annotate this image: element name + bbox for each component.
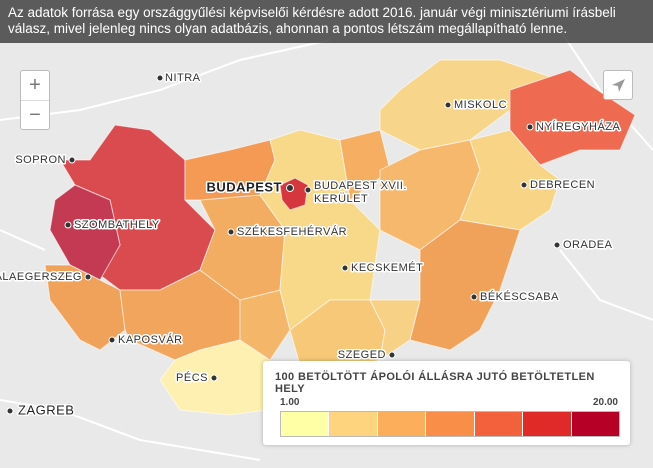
city-dot bbox=[526, 123, 534, 131]
city-label: BUDAPEST XVII. bbox=[314, 180, 407, 192]
city-label: NYÍREGYHÁZA bbox=[536, 120, 621, 133]
city-dot bbox=[470, 293, 478, 301]
city-dot bbox=[84, 273, 92, 281]
city-label: BÉKÉSCSABA bbox=[480, 290, 559, 303]
city-label: DEBRECEN bbox=[530, 179, 595, 191]
city-dot bbox=[304, 186, 312, 194]
city-label: KECSKEMÉT bbox=[351, 261, 423, 274]
legend-swatch bbox=[425, 412, 474, 436]
road bbox=[0, 39, 331, 121]
county bbox=[459, 129, 561, 231]
city-label: SZÉKESFEHÉRVÁR bbox=[237, 225, 347, 238]
city-dot bbox=[210, 374, 218, 382]
legend-swatch bbox=[328, 412, 377, 436]
city-dot bbox=[6, 407, 14, 415]
county bbox=[369, 299, 421, 362]
city-dot bbox=[227, 228, 235, 236]
legend-swatch bbox=[281, 412, 329, 436]
city-dot bbox=[553, 241, 561, 249]
legend: 100 BETÖLTÖTT ÁPOLÓI ÁLLÁSRA JUTÓ BETÖLT… bbox=[263, 361, 630, 445]
city-label: ZALAEGERSZEG bbox=[0, 271, 82, 283]
city-label: KERÜLET bbox=[314, 193, 368, 205]
legend-swatch bbox=[522, 412, 571, 436]
city-label: ORADEA bbox=[563, 239, 613, 251]
road bbox=[559, 249, 653, 321]
city-label: NITRA bbox=[165, 72, 201, 84]
roads bbox=[0, 29, 653, 461]
city-dot bbox=[64, 221, 72, 229]
city-dot bbox=[388, 351, 396, 359]
locate-button[interactable] bbox=[603, 70, 633, 100]
legend-title: 100 BETÖLTÖTT ÁPOLÓI ÁLLÁSRA JUTÓ BETÖLT… bbox=[275, 371, 595, 395]
county bbox=[49, 184, 121, 281]
city-dot bbox=[156, 74, 164, 82]
city-label: SZEGED bbox=[338, 349, 386, 361]
city-label: SZOMBATHELY bbox=[74, 219, 160, 231]
zoom-in[interactable]: + bbox=[21, 71, 49, 101]
city-label: MISKOLC bbox=[454, 99, 507, 111]
counties bbox=[44, 59, 636, 416]
legend-max: 20.00 bbox=[592, 397, 618, 408]
zoom-control: + − bbox=[20, 70, 50, 130]
city-label: KAPOSVÁR bbox=[118, 333, 183, 346]
city-dot bbox=[68, 156, 76, 164]
locate-icon bbox=[612, 79, 625, 92]
legend-scale bbox=[280, 411, 620, 437]
legend-swatch bbox=[570, 412, 619, 436]
city-dot bbox=[286, 184, 294, 192]
legend-min: 1.00 bbox=[280, 397, 300, 408]
city-label: SOPRON bbox=[15, 154, 66, 166]
city-labels: NITRA SOPRON BUDAPEST BUDAPEST XVII. KER… bbox=[0, 70, 622, 419]
zoom-out[interactable]: − bbox=[29, 104, 41, 126]
road bbox=[0, 229, 46, 251]
city-label: BUDAPEST bbox=[206, 179, 282, 194]
city-dot bbox=[341, 264, 349, 272]
city-dot bbox=[520, 181, 528, 189]
legend-swatch bbox=[473, 412, 523, 436]
legend-swatch bbox=[376, 412, 426, 436]
city-dots bbox=[6, 74, 561, 415]
caption: Az adatok forrása egy országgyűlési képv… bbox=[0, 0, 653, 43]
city-dot bbox=[444, 101, 452, 109]
road bbox=[559, 29, 653, 151]
city-label: ZAGREB bbox=[18, 402, 74, 417]
city-label: PÉCS bbox=[176, 371, 208, 384]
arrow-icon bbox=[612, 79, 625, 92]
city-dot bbox=[108, 336, 116, 344]
road bbox=[0, 399, 261, 461]
